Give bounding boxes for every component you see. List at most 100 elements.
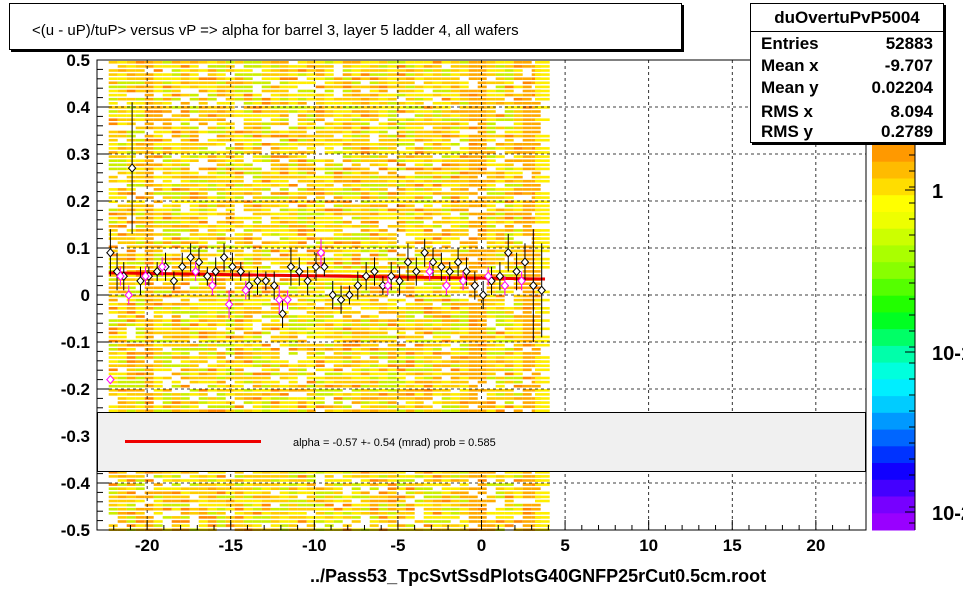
heatmap-cell [243, 89, 253, 93]
heatmap-cell [459, 372, 469, 376]
heatmap-cell [432, 175, 442, 179]
heatmap-cell [432, 471, 442, 474]
heatmap-cell [405, 380, 415, 384]
heatmap-cell [405, 368, 415, 372]
heatmap-cell [504, 360, 514, 363]
heatmap-cell [171, 81, 181, 85]
heatmap-cell [126, 319, 136, 322]
heatmap-cell [396, 81, 406, 85]
heatmap-cell [216, 138, 226, 142]
heatmap-cell [531, 102, 541, 105]
heatmap-cell [360, 315, 370, 318]
heatmap-cell [117, 220, 127, 224]
heatmap-cell [351, 237, 361, 240]
heatmap-cell [108, 405, 118, 408]
heatmap-cell [234, 245, 244, 249]
heatmap-cell [189, 257, 199, 261]
heatmap-cell [315, 237, 325, 240]
heatmap-cell [270, 471, 280, 474]
heatmap-cell [333, 376, 343, 380]
heatmap-cell [126, 368, 136, 372]
heatmap-cell [306, 245, 316, 249]
heatmap-cell [522, 298, 532, 302]
heatmap-cell [441, 134, 451, 138]
heatmap-cell [423, 200, 433, 203]
heatmap-cell [153, 339, 163, 343]
heatmap-cell [396, 323, 406, 326]
heatmap-cell [216, 401, 226, 404]
heatmap-cell [297, 331, 307, 335]
heatmap-cell [414, 192, 424, 195]
heatmap-cell [360, 319, 370, 322]
heatmap-cell [468, 225, 478, 228]
heatmap-cell [369, 479, 379, 482]
heatmap-cell [144, 302, 154, 306]
heatmap-cell [369, 204, 379, 208]
heatmap-cell [117, 147, 127, 150]
heatmap-cell [396, 495, 406, 499]
heatmap-cell [513, 188, 523, 191]
heatmap-cell [180, 85, 190, 89]
heatmap-cell [261, 384, 271, 388]
heatmap-cell [504, 245, 514, 249]
heatmap-cell [207, 343, 217, 347]
heatmap-cell [486, 499, 496, 503]
heatmap-cell [171, 315, 181, 318]
heatmap-cell [324, 512, 334, 515]
heatmap-cell [459, 389, 469, 392]
heatmap-cell [198, 372, 208, 376]
heatmap-cell [477, 368, 487, 372]
heatmap-cell [342, 147, 352, 150]
heatmap-cell [306, 225, 316, 228]
heatmap-cell [423, 188, 433, 191]
heatmap-cell [333, 278, 343, 281]
heatmap-cell [414, 257, 424, 261]
heatmap-cell [315, 216, 325, 220]
heatmap-cell [535, 151, 550, 154]
heatmap-cell [135, 376, 145, 380]
heatmap-cell [369, 471, 379, 474]
heatmap-cell [144, 192, 154, 195]
heatmap-cell [414, 61, 424, 64]
heatmap-cell [279, 487, 289, 490]
heatmap-cell [369, 327, 379, 331]
heatmap-cell [387, 380, 397, 384]
heatmap-cell [513, 409, 523, 413]
heatmap-cell [378, 188, 388, 191]
heatmap-cell [225, 175, 235, 179]
heatmap-cell [261, 241, 271, 244]
heatmap-cell [535, 339, 550, 343]
heatmap-cell [162, 204, 172, 208]
heatmap-cell [477, 147, 487, 150]
heatmap-cell [535, 233, 550, 236]
heatmap-cell [468, 503, 478, 507]
heatmap-cell [360, 93, 370, 97]
heatmap-cell [315, 323, 325, 326]
heatmap-cell [198, 487, 208, 490]
heatmap-cell [270, 155, 280, 158]
heatmap-cell [504, 159, 514, 162]
heatmap-cell [378, 393, 388, 396]
heatmap-cell [225, 372, 235, 376]
heatmap-cell [486, 343, 496, 347]
heatmap-cell [261, 184, 271, 187]
data-point [219, 252, 229, 263]
heatmap-cell [279, 479, 289, 482]
heatmap-cell [135, 163, 145, 167]
heatmap-cell [387, 73, 397, 76]
heatmap-cell [441, 487, 451, 490]
heatmap-cell [405, 401, 415, 404]
heatmap-cell [414, 147, 424, 150]
heatmap-cell [378, 216, 388, 220]
heatmap-cell [126, 138, 136, 142]
heatmap-cell [513, 167, 523, 171]
heatmap-cell [414, 118, 424, 121]
heatmap-cell [495, 196, 505, 199]
heatmap-cell [504, 200, 514, 203]
heatmap-cell [234, 216, 244, 220]
heatmap-cell [306, 237, 316, 240]
heatmap-cell [306, 348, 316, 351]
heatmap-cell [522, 253, 532, 257]
heatmap-cell [216, 106, 226, 109]
heatmap-cell [486, 179, 496, 183]
